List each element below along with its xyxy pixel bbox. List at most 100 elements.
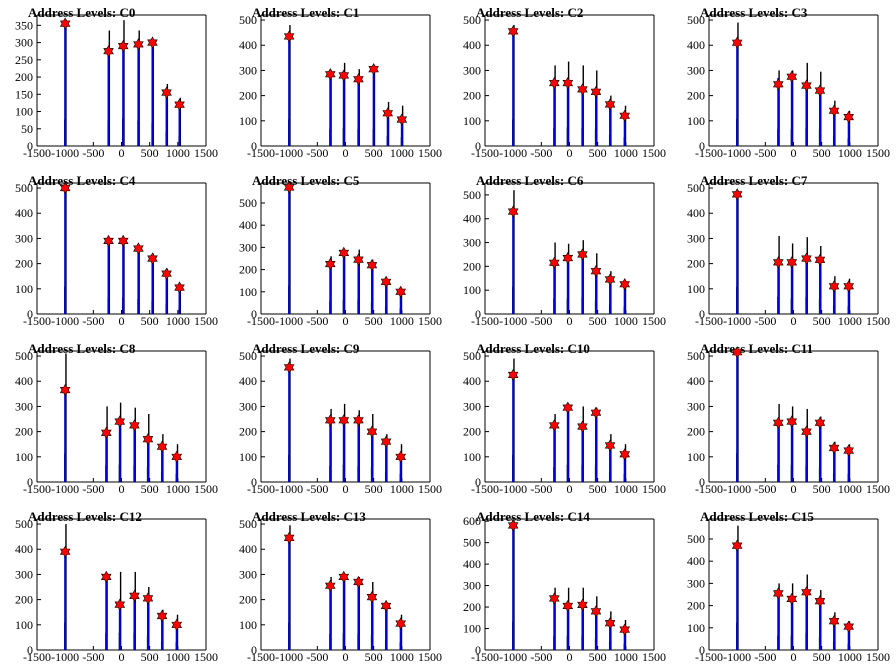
y-tick-label: 100	[239, 450, 257, 464]
star-marker	[604, 98, 616, 111]
y-tick-label: 0	[27, 643, 33, 657]
star-marker	[801, 252, 812, 265]
y-tick-label: 300	[463, 399, 481, 413]
star-marker	[133, 242, 144, 255]
star-marker	[548, 256, 560, 269]
star-marker	[843, 444, 855, 457]
x-tick-label: -500	[530, 650, 552, 664]
y-tick-label: 400	[15, 206, 33, 220]
star-marker	[828, 104, 840, 117]
y-tick-label: 200	[239, 263, 257, 277]
star-marker	[828, 614, 840, 628]
star-marker	[619, 448, 631, 461]
x-tick-label: -500	[754, 650, 776, 664]
x-tick-label: 500	[813, 650, 831, 664]
y-tick-label: 100	[687, 114, 705, 128]
y-tick-label: 0	[27, 475, 33, 489]
y-tick-label: 400	[463, 212, 481, 226]
star-marker	[156, 609, 168, 623]
star-marker	[117, 39, 129, 53]
y-tick-label: 0	[699, 643, 705, 657]
star-marker	[604, 617, 616, 630]
x-tick-label: -1500	[471, 314, 499, 328]
y-tick-label: 200	[15, 593, 33, 607]
y-tick-label: 300	[15, 567, 33, 581]
y-tick-label: 200	[15, 70, 33, 84]
x-tick-label: -1000	[51, 482, 79, 496]
star-marker	[801, 586, 812, 599]
y-tick-label: 400	[687, 554, 705, 568]
y-tick-label: 300	[463, 63, 481, 77]
y-tick-label: 250	[15, 53, 33, 67]
x-tick-label: 0	[567, 482, 573, 496]
star-marker	[604, 273, 616, 286]
star-marker	[147, 252, 158, 265]
y-tick-label: 100	[687, 450, 705, 464]
chart-canvas: 0 50 100 150 200 250 300 350 -1500 -1000 -500 0 500 1…	[15, 14, 218, 160]
x-tick-label: 500	[589, 146, 607, 160]
x-tick-label: 1500	[866, 146, 890, 160]
star-marker	[619, 278, 631, 291]
x-tick-label: -1500	[247, 482, 275, 496]
x-tick-label: -500	[82, 314, 104, 328]
x-tick-label: 0	[119, 314, 125, 328]
x-tick-label: 1000	[166, 650, 190, 664]
y-tick-label: 400	[239, 38, 257, 52]
y-tick-label: 0	[475, 643, 481, 657]
x-tick-label: -500	[754, 146, 776, 160]
x-tick-label: -500	[306, 650, 328, 664]
x-tick-label: 1000	[166, 482, 190, 496]
x-tick-label: 1000	[390, 650, 414, 664]
star-marker	[161, 86, 172, 99]
star-marker	[59, 383, 71, 397]
y-tick-label: 400	[15, 542, 33, 556]
y-tick-label: 500	[687, 532, 705, 546]
x-tick-label: -1000	[499, 146, 527, 160]
y-tick-label: 100	[239, 285, 257, 299]
y-tick-label: 500	[463, 188, 481, 202]
y-tick-label: 200	[463, 259, 481, 273]
x-tick-label: -500	[82, 482, 104, 496]
x-tick-label: 1000	[614, 146, 638, 160]
chart-title: Address Levels: C6	[476, 173, 584, 188]
x-tick-label: 500	[365, 650, 383, 664]
y-tick-label: 500	[15, 517, 33, 531]
chart-panel: Address Levels: C9 0 100 200 300 400 500 -1500-…	[224, 336, 448, 504]
x-tick-label: -1500	[247, 650, 275, 664]
x-tick-label: -1000	[499, 314, 527, 328]
y-tick-label: 300	[15, 231, 33, 245]
y-tick-label: 100	[463, 622, 481, 636]
chart-canvas: 0 100 200 300 400 500 -1500 -1000 -500 0 500 1000 15…	[687, 13, 890, 160]
chart-panel: Address Levels: C15 0 100 200 300 400 500 -1500…	[672, 504, 896, 672]
y-tick-label: 300	[15, 399, 33, 413]
y-tick-label: 400	[687, 374, 705, 388]
y-tick-label: 300	[239, 399, 257, 413]
x-tick-label: -1500	[247, 146, 275, 160]
x-tick-label: 1000	[390, 314, 414, 328]
y-tick-label: 400	[239, 542, 257, 556]
y-tick-label: 100	[15, 618, 33, 632]
y-tick-label: 100	[463, 283, 481, 297]
chart-title: Address Levels: C7	[700, 173, 808, 188]
x-tick-label: -1500	[695, 314, 723, 328]
x-tick-label: -1000	[723, 146, 751, 160]
star-marker	[801, 79, 812, 92]
x-tick-label: 1000	[838, 314, 862, 328]
star-marker	[548, 419, 560, 432]
y-tick-label: 400	[239, 218, 257, 232]
x-tick-label: 0	[567, 314, 573, 328]
star-marker	[324, 68, 336, 81]
star-marker	[731, 36, 743, 49]
chart-title: Address Levels: C15	[700, 509, 814, 524]
y-tick-label: 50	[21, 122, 33, 136]
star-marker	[843, 280, 855, 293]
star-marker	[814, 253, 826, 266]
x-tick-label: 500	[141, 314, 159, 328]
chart-title: Address Levels: C11	[700, 341, 814, 356]
star-marker	[843, 620, 855, 633]
y-tick-label: 0	[475, 475, 481, 489]
star-marker	[731, 346, 743, 359]
chart-canvas: 0 100 200 300 400 500 -1500 -1000 -500 0 500 1000 15…	[239, 517, 442, 664]
y-tick-label: 150	[15, 87, 33, 101]
x-tick-label: 1500	[194, 146, 218, 160]
